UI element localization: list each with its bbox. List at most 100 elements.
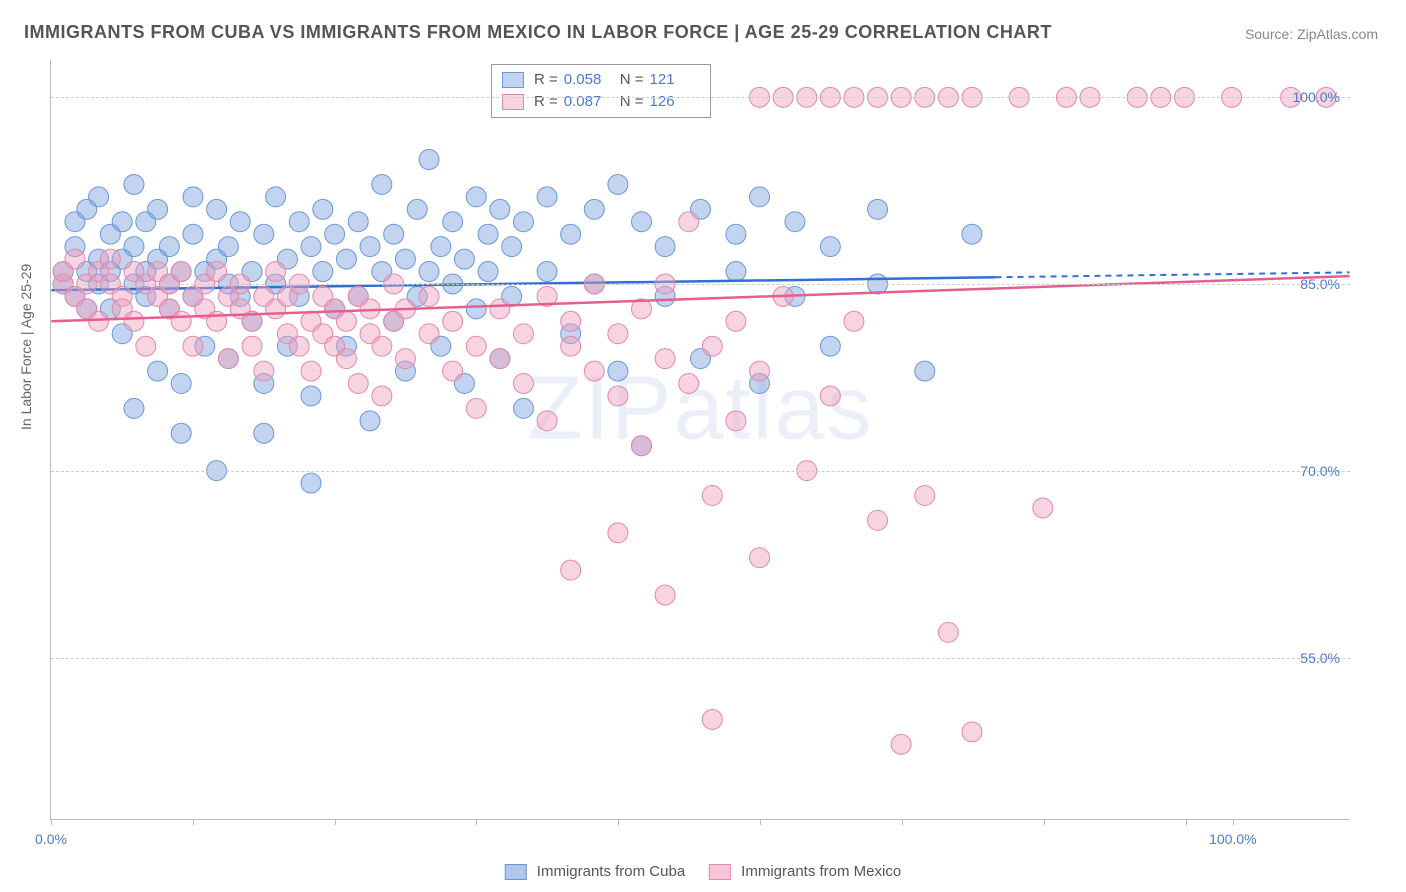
x-tick-mark <box>1044 819 1045 825</box>
scatter-point <box>419 262 439 282</box>
gridline <box>51 284 1350 285</box>
scatter-point <box>254 423 274 443</box>
legend-swatch <box>709 864 731 880</box>
x-tick-mark <box>193 819 194 825</box>
legend-swatch <box>502 72 524 88</box>
scatter-point <box>655 237 675 257</box>
scatter-point <box>820 237 840 257</box>
scatter-point <box>478 224 498 244</box>
scatter-point <box>372 174 392 194</box>
source-attribution: Source: ZipAtlas.com <box>1245 26 1378 42</box>
legend-label: Immigrants from Mexico <box>741 863 901 880</box>
x-tick-mark <box>476 819 477 825</box>
scatter-point <box>372 336 392 356</box>
scatter-point <box>537 187 557 207</box>
scatter-point <box>348 374 368 394</box>
legend-row: R =0.058N =121 <box>502 69 700 91</box>
scatter-point <box>962 722 982 742</box>
scatter-point <box>478 262 498 282</box>
scatter-point <box>313 199 333 219</box>
legend-swatch <box>505 864 527 880</box>
scatter-point <box>702 336 722 356</box>
scatter-point <box>100 249 120 269</box>
scatter-point <box>183 187 203 207</box>
scatter-point <box>962 224 982 244</box>
scatter-point <box>159 237 179 257</box>
scatter-point <box>419 286 439 306</box>
scatter-point <box>124 174 144 194</box>
scatter-point <box>443 311 463 331</box>
scatter-point <box>608 361 628 381</box>
scatter-point <box>785 212 805 232</box>
scatter-point <box>218 237 238 257</box>
scatter-point <box>207 199 227 219</box>
scatter-point <box>537 411 557 431</box>
scatter-point <box>679 374 699 394</box>
scatter-point <box>891 734 911 754</box>
chart-title: IMMIGRANTS FROM CUBA VS IMMIGRANTS FROM … <box>24 22 1052 43</box>
legend-r-label: R = <box>534 91 558 113</box>
scatter-point <box>360 411 380 431</box>
scatter-point <box>726 311 746 331</box>
x-tick-mark <box>51 819 52 825</box>
gridline <box>51 658 1350 659</box>
scatter-point <box>502 237 522 257</box>
scatter-point <box>230 212 250 232</box>
scatter-point <box>820 386 840 406</box>
legend-row: R =0.087N =126 <box>502 91 700 113</box>
y-tick-label: 70.0% <box>1300 463 1340 479</box>
scatter-point <box>407 199 427 219</box>
x-tick-mark <box>618 819 619 825</box>
scatter-point <box>384 224 404 244</box>
scatter-point <box>702 486 722 506</box>
scatter-point <box>1033 498 1053 518</box>
gridline <box>51 471 1350 472</box>
scatter-point <box>89 187 109 207</box>
scatter-point <box>820 336 840 356</box>
scatter-point <box>750 548 770 568</box>
scatter-point <box>289 212 309 232</box>
scatter-point <box>466 187 486 207</box>
x-tick-mark <box>760 819 761 825</box>
scatter-point <box>513 212 533 232</box>
scatter-point <box>561 560 581 580</box>
scatter-point <box>171 311 191 331</box>
x-tick-label: 0.0% <box>35 831 67 847</box>
scatter-point <box>171 423 191 443</box>
scatter-point <box>632 212 652 232</box>
scatter-point <box>372 386 392 406</box>
legend-n-label: N = <box>620 91 644 113</box>
scatter-point <box>183 224 203 244</box>
scatter-point <box>513 324 533 344</box>
scatter-point <box>124 237 144 257</box>
scatter-point <box>148 199 168 219</box>
x-tick-label: 100.0% <box>1209 831 1256 847</box>
scatter-point <box>336 349 356 369</box>
scatter-point <box>301 237 321 257</box>
scatter-point <box>301 386 321 406</box>
scatter-point <box>915 486 935 506</box>
scatter-point <box>608 324 628 344</box>
gridline <box>51 97 1350 98</box>
scatter-point <box>348 212 368 232</box>
scatter-point <box>395 349 415 369</box>
scatter-point <box>112 212 132 232</box>
plot-area: ZIPatlas R =0.058N =121R =0.087N =126 10… <box>50 60 1350 820</box>
scatter-point <box>124 311 144 331</box>
legend-r-value: 0.087 <box>564 91 614 113</box>
scatter-point <box>561 336 581 356</box>
scatter-point <box>868 510 888 530</box>
scatter-point <box>218 349 238 369</box>
legend-label: Immigrants from Cuba <box>537 863 685 880</box>
scatter-svg <box>51 60 1350 819</box>
scatter-point <box>537 262 557 282</box>
scatter-point <box>65 249 85 269</box>
scatter-point <box>702 709 722 729</box>
scatter-point <box>254 361 274 381</box>
scatter-point <box>301 473 321 493</box>
scatter-point <box>915 361 935 381</box>
scatter-point <box>490 199 510 219</box>
x-tick-mark <box>1186 819 1187 825</box>
scatter-point <box>443 361 463 381</box>
scatter-point <box>419 150 439 170</box>
